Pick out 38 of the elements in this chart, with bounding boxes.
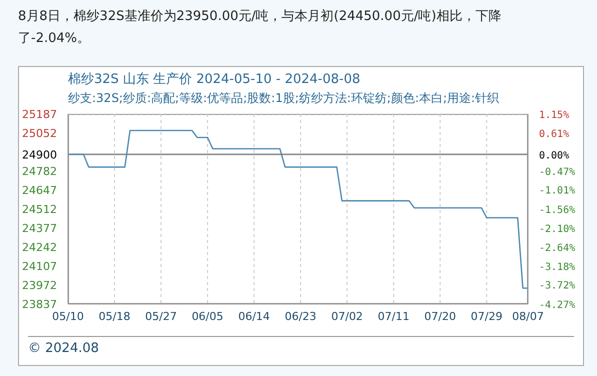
x-tick-label: 07/20	[424, 310, 456, 323]
y2-tick-label: -1.56%	[539, 205, 576, 216]
y-tick-label: 23972	[22, 279, 57, 292]
y2-tick-label: 0.61%	[539, 128, 570, 140]
y2-tick-label: -2.10%	[539, 224, 576, 235]
x-tick-label: 06/23	[284, 310, 316, 323]
line-series	[68, 130, 528, 289]
x-tick-label: 07/02	[331, 310, 363, 323]
y2-tick-label: -3.72%	[539, 280, 576, 292]
y-tick-label: 24512	[22, 203, 57, 216]
y-tick-label: 24900	[22, 148, 57, 162]
y2-tick-label: -0.47%	[539, 166, 576, 178]
y-tick-label: 25052	[22, 127, 57, 140]
y2-tick-label: -1.01%	[539, 186, 576, 197]
y2-tick-label: -3.18%	[539, 262, 576, 273]
x-tick-label: 08/07	[512, 310, 544, 323]
y2-tick-label: -2.64%	[539, 242, 576, 254]
chart-title: 棉纱32S 山东 生产价 2024-05-10 - 2024-08-08	[68, 71, 360, 88]
y-tick-label: 24782	[22, 165, 57, 178]
x-tick-label: 06/05	[192, 310, 224, 323]
y2-tick-label: 1.15%	[539, 110, 570, 121]
x-tick-label: 05/18	[98, 310, 130, 323]
text: © 2024.08	[28, 341, 99, 356]
chart-subtitle: 纱支:32S;纱质:高配;等级:优等品;股数:1股;纺纱方法:环锭纺;颜色:本白;用途:针织	[68, 90, 500, 107]
y-tick-label: 23837	[22, 298, 57, 311]
y-tick-label: 24647	[22, 184, 57, 197]
x-tick-label: 06/14	[238, 310, 270, 323]
y2-tick-label: 0.00%	[539, 150, 570, 162]
y-tick-label: 24377	[22, 222, 57, 235]
y-tick-label: 24242	[22, 241, 57, 254]
text: 8月8日，棉纱32S基准价为23950.00元/吨，与本月初(24450.00元/吨)相比，下降了-2.04%。	[18, 8, 502, 48]
y2-tick-label: -4.27%	[539, 300, 576, 311]
y-tick-label: 25187	[22, 108, 57, 121]
x-tick-label: 05/10	[52, 310, 84, 323]
y-tick-label: 24107	[22, 260, 57, 273]
x-tick-label: 05/27	[145, 310, 177, 323]
x-tick-label: 07/11	[378, 310, 410, 323]
x-tick-label: 07/29	[470, 310, 503, 323]
